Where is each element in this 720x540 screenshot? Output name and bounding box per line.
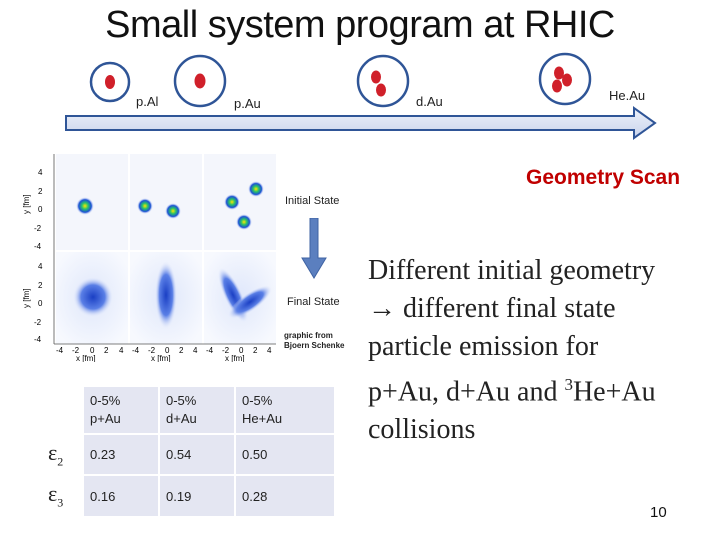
header-centrality: 0-5% [242,393,273,408]
y-tick-lower-2: 0 [38,299,43,308]
simulation-plot-grid: 4 2 0 -2 -4 4 2 0 -2 -4 y [fm] y [fm] -4… [22,154,276,362]
initial-state-label: Initial State [285,195,340,207]
table-cell: 0.19 [160,476,234,516]
header-system: He+Au [242,411,283,426]
final-state-label: Final State [287,296,340,308]
y-tick-upper-0: 4 [38,168,43,177]
down-arrow-icon [301,218,327,279]
flow-dau [155,261,177,329]
y-tick-upper-2: 0 [38,205,43,214]
desc-line-5: collisions [368,414,476,446]
desc-line-2-text: different final state [403,293,616,324]
y-tick-upper-1: 2 [38,187,43,196]
flow-heau [217,267,272,323]
desc-line-3: particle emission for [368,331,599,362]
system-label-pal: p.Al [136,94,159,109]
x-axis-title-p2: x [fm] [151,354,171,362]
x-tick-p1-3: 2 [104,346,109,355]
table-header-cell: 0-5% d+Au [160,387,234,433]
x-tick-p2-4: 4 [193,346,198,355]
x-tick-p3-3: 2 [253,346,258,355]
hotspot-dau-b [165,203,181,219]
table-cell: 0.50 [236,435,334,475]
header-system: p+Au [90,411,121,426]
table-row: ε2 0.23 0.54 0.50 [42,435,334,475]
table-cell: 0.16 [84,476,158,516]
system-label-pau: p.Au [234,96,261,111]
table-cell: 0.28 [236,476,334,516]
x-tick-p3-4: 4 [267,346,272,355]
header-system: d+Au [166,411,197,426]
eccentricity-table: 0-5% p+Au 0-5% d+Au 0-5% He+Au ε2 0.23 0… [40,385,336,518]
heau-nucleus-icon [538,52,592,106]
geometry-scan-label: Geometry Scan [526,166,681,189]
x-tick-p2-2: 0 [165,346,170,355]
x-axis-title-p3: x [fm] [225,354,245,362]
x-tick-p3-1: -2 [222,346,230,355]
y-tick-upper-3: -2 [34,224,42,233]
desc-line-4-sup: 3 [564,375,573,394]
desc-line-2: → different final state [368,290,713,328]
hotspot-dau-a [137,198,153,214]
table-header-cell: 0-5% p+Au [84,387,158,433]
table-header-cell: 0-5% He+Au [236,387,334,433]
system-label-dau: d.Au [416,94,443,109]
y-tick-lower-4: -4 [34,335,42,344]
epsilon-symbol: ε [48,481,58,507]
pal-nucleus-icon [89,61,131,103]
desc-line-1: Different initial geometry [368,255,656,286]
table-corner-cell [42,387,82,433]
system-label-heau: He.Au [609,88,646,103]
row-label-eps3: ε3 [42,476,82,516]
page-number: 10 [650,504,667,521]
y-tick-lower-3: -2 [34,318,42,327]
x-tick-p1-0: -4 [56,346,64,355]
y-axis-title-upper: y [fm] [22,194,31,214]
y-tick-lower-1: 2 [38,281,43,290]
graphic-credit: graphic from Bjoern Schenke [284,331,344,351]
x-tick-p2-3: 2 [179,346,184,355]
slide-title: Small system program at RHIC [105,4,615,46]
x-tick-p3-0: -4 [206,346,214,355]
right-arrow-icon: → [368,293,396,324]
x-tick-p1-4: 4 [119,346,124,355]
table-row: ε3 0.16 0.19 0.28 [42,476,334,516]
hotspot-heau-c [236,214,252,230]
x-axis-title-p1: x [fm] [76,354,96,362]
flow-pau [73,277,113,317]
x-tick-p2-0: -4 [132,346,140,355]
timeline-arrow [65,106,657,140]
epsilon-subscript: 2 [57,454,64,469]
table-header-row: 0-5% p+Au 0-5% d+Au 0-5% He+Au [42,387,334,433]
desc-line-4-pre: p+Au, d+Au and [368,376,565,408]
y-tick-lower-0: 4 [38,262,43,271]
system-timeline [65,52,657,140]
table-cell: 0.23 [84,435,158,475]
x-tick-p1-2: 0 [90,346,95,355]
y-tick-upper-4: -4 [34,242,42,251]
y-axis-title-lower: y [fm] [22,288,31,308]
hotspot-pau [76,197,94,215]
credit-line-2: Bjoern Schenke [284,341,345,350]
dau-nucleus-icon [356,54,410,108]
epsilon-symbol: ε [48,440,58,465]
x-tick-p1-1: -2 [72,346,80,355]
x-tick-p3-2: 0 [239,346,244,355]
epsilon-subscript: 3 [57,495,64,510]
desc-line-4-post: He+Au [572,376,656,408]
pau-nucleus-icon [173,54,227,108]
credit-line-1: graphic from [284,331,333,340]
header-centrality: 0-5% [166,393,197,408]
description-text: Different initial geometry → different f… [368,252,713,449]
hotspot-heau-a [224,194,240,210]
hotspot-heau-b [248,181,264,197]
desc-line-4: p+Au, d+Au and 3He+Au [368,366,713,411]
row-label-eps2: ε2 [42,435,82,475]
x-tick-p2-1: -2 [148,346,156,355]
header-centrality: 0-5% [90,393,121,408]
table-cell: 0.54 [160,435,234,475]
